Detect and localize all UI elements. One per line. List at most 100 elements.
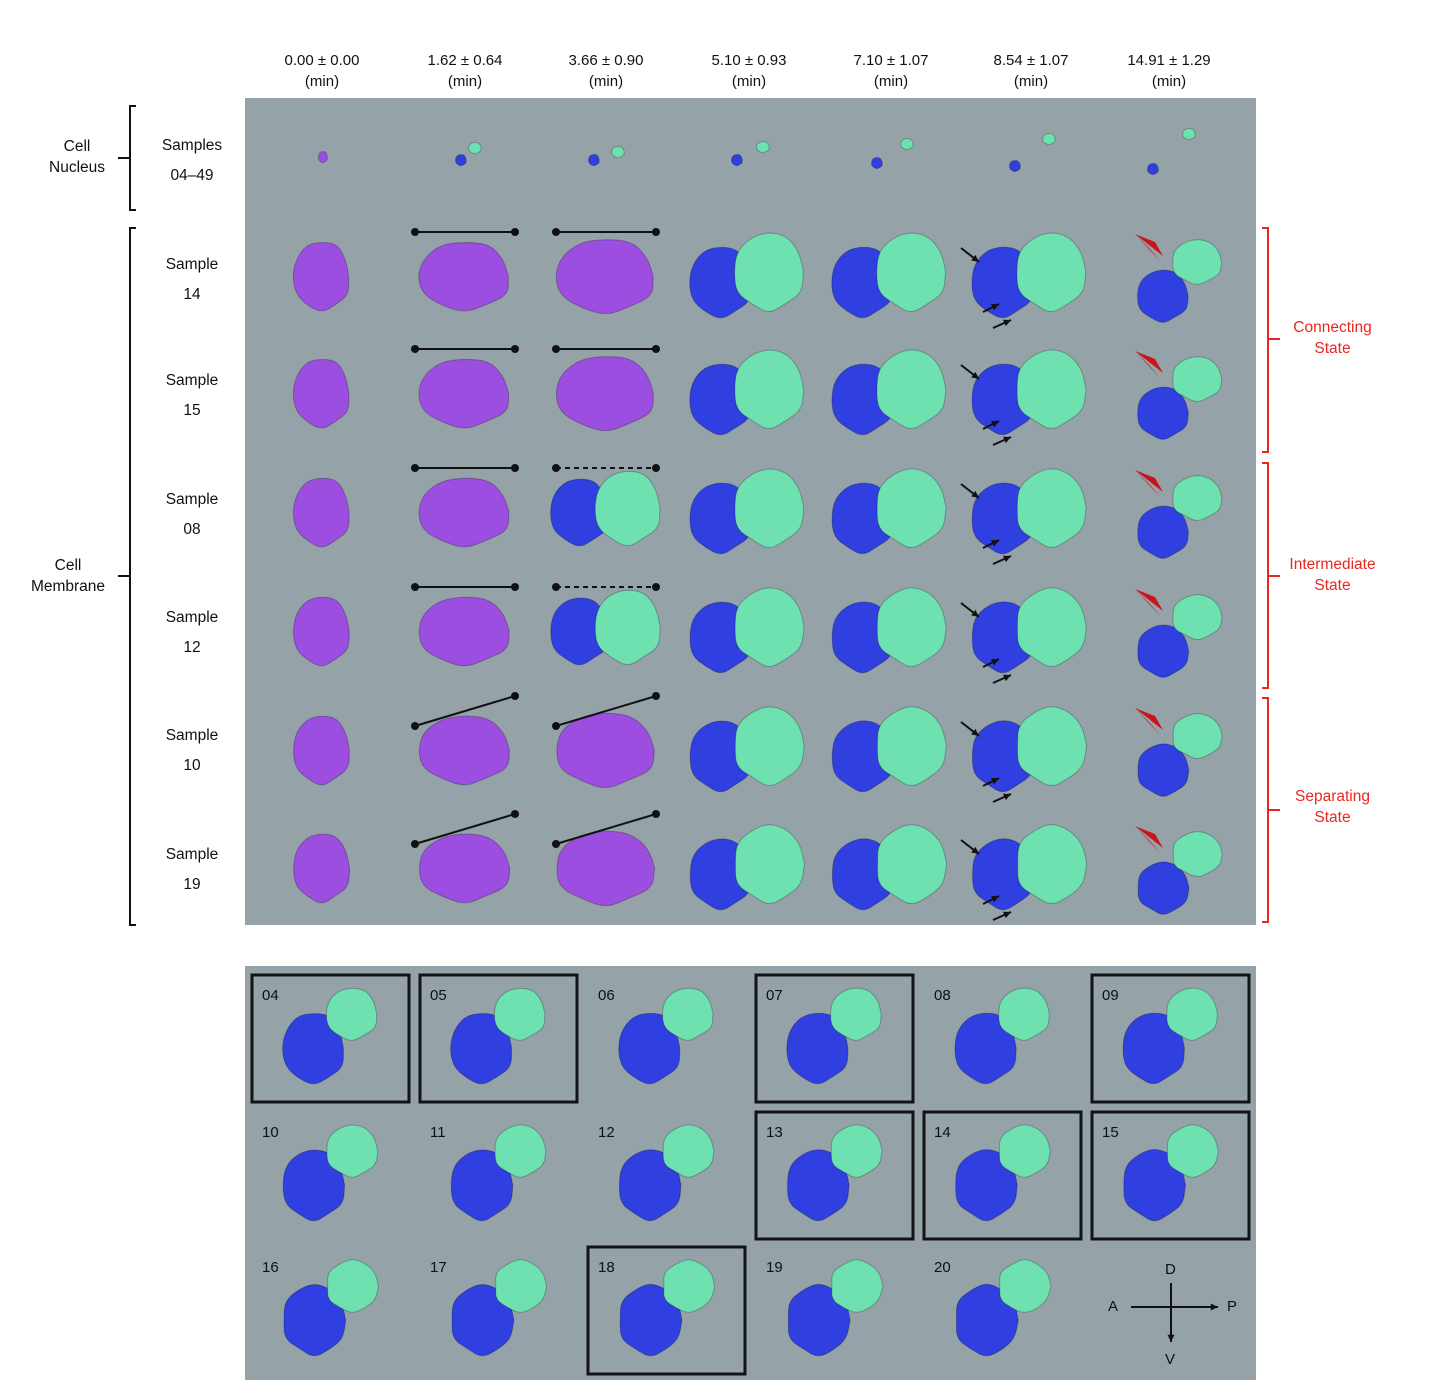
- cell-anterior-t7-2: [1137, 505, 1190, 559]
- grid-posterior-cell-11: [494, 1124, 547, 1178]
- nucleus-0: [317, 151, 328, 164]
- group-label-nucleus: Cell Nucleus: [49, 138, 105, 176]
- axis-dot-start-t3-3: [552, 583, 560, 591]
- cell-posterior-t7-2: [1172, 475, 1223, 522]
- grid-anterior-cell-13: [787, 1149, 850, 1222]
- cell-posterior-t5-3: [1016, 587, 1087, 667]
- bracket-membrane: [118, 227, 136, 926]
- red-arrowhead-b-3: [1135, 589, 1163, 611]
- grid-posterior-cell-20: [999, 1259, 1052, 1313]
- grid-posterior-cell-04: [325, 987, 378, 1041]
- cell-posterior-t3-3: [734, 587, 805, 667]
- black-arrow-b-4-head: [991, 778, 999, 785]
- axis-dot-start-t2-5: [411, 840, 419, 848]
- axis-dot-end-t2-5: [511, 810, 519, 818]
- axis-line-t2-4: [414, 695, 516, 727]
- black-arrow-c-3-head: [1003, 674, 1011, 682]
- axis-dot-end-t3-4: [652, 692, 660, 700]
- grid-anterior-cell-17: [451, 1283, 515, 1357]
- time-label-5: 8.54 ± 1.07 (min): [993, 52, 1069, 90]
- axis-label-dorsal: D: [1165, 1261, 1176, 1278]
- axis-dot-start-t3-5: [552, 840, 560, 848]
- black-arrow-c-4-head: [1003, 793, 1011, 801]
- grid-posterior-cell-16: [327, 1259, 380, 1313]
- cell-undivided-4: [293, 715, 350, 786]
- time-label-4: 7.10 ± 1.07 (min): [853, 52, 929, 90]
- axis-dot-end-t2-2: [511, 464, 519, 472]
- bracket-nucleus: [118, 105, 136, 211]
- cell-anterior-t7-4: [1137, 743, 1190, 797]
- row-label-sample-14: Sample 14: [165, 256, 219, 303]
- axis-line-t3-4: [555, 695, 657, 727]
- grid-label-15: 15: [1102, 1124, 1119, 1141]
- grid-label-14: 14: [934, 1124, 951, 1141]
- axis-dot-end-t2-0: [511, 228, 519, 236]
- grid-posterior-cell-14: [998, 1124, 1051, 1178]
- axis-label-ventral: V: [1165, 1351, 1176, 1368]
- axis-dot-start-t3-0: [552, 228, 560, 236]
- axis-line-t2-5: [414, 813, 516, 845]
- grid-anterior-cell-06: [618, 1012, 681, 1085]
- nucleus-anterior-1: [454, 154, 467, 167]
- cell-posterior-t4-1: [876, 349, 947, 429]
- red-arrowhead-4: [1135, 708, 1161, 736]
- axis-dot-end-t2-4: [511, 692, 519, 700]
- cell-posterior-t3-1: [734, 349, 805, 429]
- cell-posterior-t4-0: [876, 232, 947, 312]
- cell-elongated-5: [419, 833, 511, 904]
- cell-undivided-2: [292, 477, 350, 548]
- axis-dot-end-t2-1: [511, 345, 519, 353]
- red-arrowhead-1: [1135, 351, 1161, 379]
- nucleus-posterior-1: [468, 142, 482, 155]
- red-arrowhead-b-1: [1135, 351, 1163, 373]
- cell-elongated-t3-1: [555, 356, 654, 432]
- grid-label-09: 09: [1102, 987, 1119, 1004]
- axis-label-anterior: A: [1108, 1298, 1119, 1315]
- black-arrow-a-2-head: [971, 490, 979, 498]
- row-label-sample-08: Sample 08: [165, 491, 219, 538]
- axis-dot-start-t2-3: [411, 583, 419, 591]
- grid-anterior-cell-16: [283, 1284, 347, 1357]
- black-arrow-c-1-head: [1003, 436, 1011, 444]
- grid-anterior-cell-14: [955, 1149, 1018, 1222]
- cell-posterior-t3-5: [734, 824, 805, 904]
- cell-posterior-t4-4: [876, 706, 947, 786]
- axis-dot-end-t2-3: [511, 583, 519, 591]
- black-arrow-c-2-head: [1003, 555, 1011, 563]
- black-arrow-a-0-head: [971, 254, 979, 262]
- cell-posterior-t7-4: [1172, 713, 1223, 760]
- cell-anterior-t7-0: [1137, 269, 1189, 323]
- grid-label-08: 08: [934, 987, 951, 1004]
- nucleus-anterior-5: [1009, 160, 1021, 173]
- cell-posterior-t3-0: [734, 232, 804, 312]
- grid-posterior-cell-12: [662, 1124, 715, 1178]
- cell-posterior-t5-0: [1016, 232, 1087, 312]
- grid-box-04: [250, 973, 411, 1104]
- grid-posterior-cell-08: [998, 987, 1050, 1041]
- axis-dot-end-t3-2: [652, 464, 660, 472]
- red-arrowhead-2: [1135, 470, 1161, 498]
- cell-posterior-t3-2: [594, 470, 661, 547]
- grid-label-12: 12: [598, 1124, 615, 1141]
- cell-elongated-t3-4: [556, 712, 655, 789]
- row-label-sample-15: Sample 15: [165, 372, 219, 419]
- grid-posterior-cell-07: [830, 987, 882, 1041]
- cell-posterior-t4-5: [877, 824, 948, 904]
- grid-label-10: 10: [262, 1124, 279, 1141]
- grid-anterior-cell-20: [955, 1283, 1019, 1357]
- cell-undivided-1: [292, 359, 350, 429]
- nucleus-posterior-5: [1042, 132, 1056, 146]
- cell-undivided-0: [292, 242, 350, 312]
- grid-posterior-cell-18: [663, 1259, 716, 1313]
- cell-anterior-t7-5: [1137, 861, 1190, 915]
- cell-elongated-1: [418, 358, 510, 429]
- compass-dv-arrow-head: [1167, 1334, 1175, 1342]
- cell-undivided-3: [293, 596, 350, 667]
- grid-anterior-cell-07: [786, 1012, 849, 1085]
- axis-dot-start-t2-2: [411, 464, 419, 472]
- nucleus-anterior-4: [871, 157, 883, 170]
- state-label-intermediate: Intermediate State: [1289, 556, 1376, 594]
- grid-box-15: [1090, 1110, 1251, 1241]
- red-arrowhead-b-4: [1135, 708, 1163, 730]
